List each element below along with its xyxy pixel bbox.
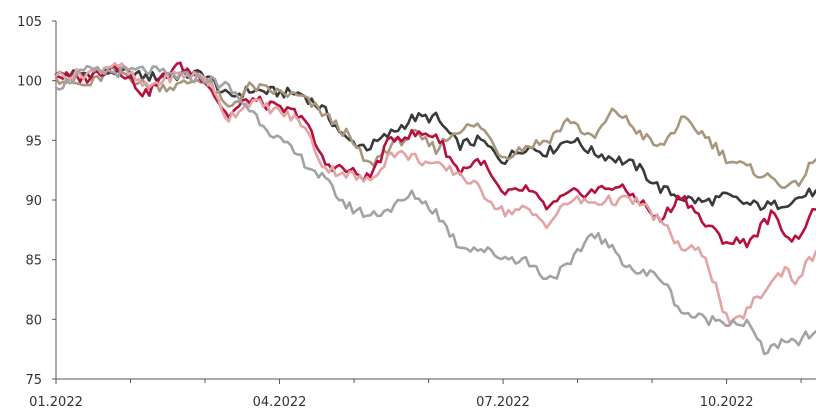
- series-line-4: [54, 62, 816, 325]
- series-line-5: [54, 64, 816, 356]
- x-tick-label: 10.2022: [700, 395, 754, 410]
- x-tick-label: 07.2022: [476, 395, 530, 410]
- x-tick-label: 01.2022: [29, 395, 83, 410]
- y-tick-label: 75: [25, 373, 42, 388]
- y-axis: 75 80 85 90 95 100 105: [17, 15, 57, 388]
- x-axis: 01.2022 04.2022 07.2022 10.2022: [29, 378, 816, 410]
- series-line-3: [54, 61, 816, 249]
- y-tick-label: 80: [25, 313, 42, 328]
- y-tick-label: 105: [17, 15, 42, 30]
- series-layer: [54, 61, 816, 356]
- y-tick-label: 85: [25, 254, 42, 269]
- y-tick-label: 100: [17, 75, 42, 90]
- series-line-2: [54, 64, 816, 189]
- y-tick-label: 90: [25, 194, 42, 209]
- x-tick-label: 04.2022: [253, 395, 307, 410]
- y-tick-label: 95: [25, 134, 42, 149]
